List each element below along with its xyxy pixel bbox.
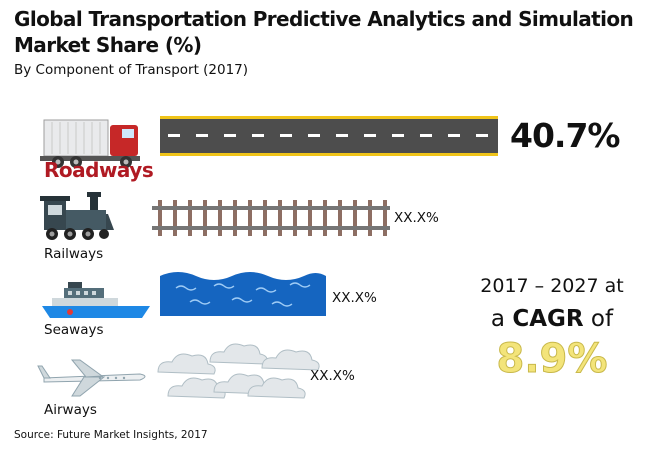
category-label-airways: Airways — [44, 402, 97, 418]
cagr-prefix: a — [490, 306, 506, 332]
cagr-period: 2017 – 2027 at — [480, 275, 624, 297]
category-label-railways: Railways — [44, 246, 104, 262]
airways-bar — [157, 343, 320, 399]
category-label-seaways: Seaways — [44, 322, 104, 338]
cagr-word: CAGR — [512, 306, 584, 332]
value-label-railways: XX.X% — [394, 210, 439, 226]
cagr-line: a CAGR of — [462, 306, 642, 332]
seaways-bar — [160, 272, 326, 316]
value-label-seaways: XX.X% — [332, 290, 377, 306]
category-label-roadways: Roadways — [44, 158, 154, 182]
source-note: Source: Future Market Insights, 2017 — [14, 429, 208, 441]
roadways-bar — [160, 116, 498, 156]
railways-bar — [152, 200, 390, 236]
value-label-airways: XX.X% — [310, 368, 355, 384]
cagr-suffix: of — [590, 306, 614, 332]
train-icon — [40, 192, 114, 240]
page-subtitle: By Component of Transport (2017) — [14, 62, 249, 78]
truck-icon — [40, 119, 140, 168]
ship-icon — [42, 282, 150, 318]
page-title: Global Transportation Predictive Analyti… — [14, 7, 634, 57]
airplane-icon — [37, 359, 146, 397]
value-label-roadways: 40.7% — [510, 116, 620, 155]
cagr-value: 8.9% — [496, 336, 608, 383]
